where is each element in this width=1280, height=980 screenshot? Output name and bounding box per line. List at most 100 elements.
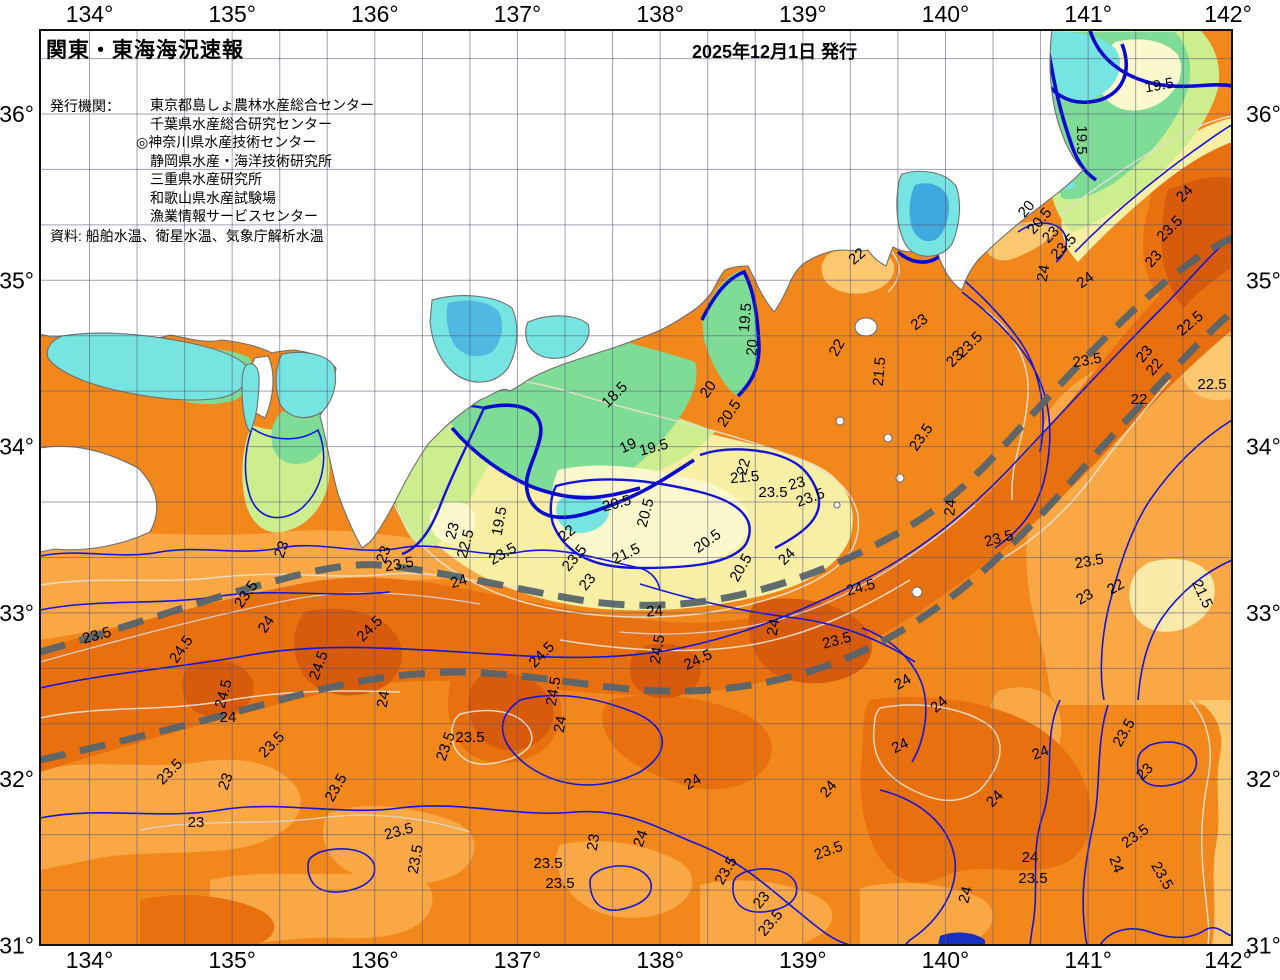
axis-tick-label: 135° [208, 1, 256, 27]
axis-tick-label: 134° [66, 1, 114, 27]
osaka-bay [275, 351, 337, 419]
issuer-label: 発行機関： [50, 98, 120, 114]
islet [883, 433, 893, 443]
land [39, 29, 1084, 598]
axis-tick-label: 34° [1246, 434, 1280, 460]
axis-tick-label: 142° [1204, 947, 1252, 973]
isotherm-label: 23.5 [383, 820, 416, 844]
isotherm-label: 19.5 [638, 436, 671, 460]
kitan-strait [241, 363, 260, 434]
issuer-line: ◎神奈川県水産技術センター [136, 134, 317, 150]
issuer-line: 三重県水産研究所 [150, 171, 262, 187]
harima-nada [46, 332, 249, 401]
issuer-line: 千葉県水産総合研究センター [150, 115, 332, 132]
mikawa-bay [525, 315, 590, 359]
isotherm-label: 23.5 [81, 624, 114, 648]
axis-tick-label: 137° [494, 1, 542, 27]
isotherm-label: 20.5 [601, 492, 634, 516]
isotherms [39, 29, 1233, 946]
isotherm-label: 20 [743, 339, 761, 357]
isotherm-label: 24.5 [845, 576, 878, 600]
map-frame [39, 29, 1233, 946]
isotherm-label: 24 [889, 735, 911, 757]
axis-tick-label: 34° [0, 434, 34, 460]
isotherm-label: 24 [449, 571, 470, 592]
isotherm-label: 20 [697, 378, 720, 401]
islet [835, 416, 845, 426]
axis-tick-label: 35° [0, 267, 34, 293]
isotherm-label: 20.5 [634, 497, 658, 530]
isotherm-label: 23 [215, 771, 237, 792]
isotherm-label: 24 [374, 690, 394, 709]
isotherm-label: 23.5 [1071, 350, 1103, 372]
isotherm-label: 24 [764, 618, 784, 637]
isotherm-label: 24 [681, 771, 704, 794]
kuroshio-north-edge [39, 234, 1234, 656]
axis-tick-label: 138° [636, 947, 684, 973]
report-title: 関東・東海海況速報 [46, 39, 244, 62]
isotherm-label: 23 [787, 473, 808, 494]
isotherm-label: 23 [271, 539, 293, 560]
axis-tick-label: 141° [1064, 1, 1112, 27]
tokyo-bay-core [909, 183, 949, 242]
data-source-note: 資料: 船舶水温、衛星水温、気象庁解析水温 [50, 228, 324, 244]
isotherm-label: 21.5 [870, 356, 889, 387]
isotherm-label: 23 [584, 833, 604, 852]
axis-tick-label: 33° [0, 600, 34, 626]
ise-bay-core [446, 300, 503, 357]
issue-date: 2025年12月1日 発行 [692, 42, 858, 62]
issuer-list: 東京都島しょ農林水産総合センター 千葉県水産総合研究センター ◎神奈川県水産技術セン… [136, 96, 374, 226]
kuroshio-front-lines [39, 234, 1235, 764]
axis-tick-label: 140° [922, 1, 970, 27]
isotherm-label: 23.5 [1073, 551, 1105, 573]
islet [833, 501, 841, 509]
axis-tick-label: 136° [351, 1, 399, 27]
isotherm-label: 23 [908, 311, 931, 334]
axis-tick-label: 31° [0, 933, 34, 959]
isotherm-label: 24 [891, 671, 914, 694]
honshu-landmass [39, 29, 1084, 549]
isotherm-label: 19.5 [736, 302, 755, 333]
issuer-line: 和歌山県水産試験場 [150, 189, 276, 206]
issuer-line: 漁業情報サービスセンター [150, 208, 318, 224]
isotherm-label: 19.5 [489, 505, 511, 537]
isotherm-label: 23.5 [1018, 870, 1047, 887]
isotherm-label: 24.5 [212, 678, 236, 711]
isotherm-label: 23.5 [983, 527, 1016, 551]
bays [46, 170, 961, 434]
isotherm-label: 24 [1030, 742, 1051, 764]
isotherm-label: 24 [630, 828, 652, 849]
axis-tick-label: 137° [494, 947, 542, 973]
axis-tick-label: 134° [66, 947, 114, 973]
izu-oshima-island [854, 317, 878, 337]
axis-tick-label: 36° [0, 101, 34, 127]
isotherm-label: 24.5 [543, 675, 565, 707]
isotherm-label: 24 [646, 602, 664, 620]
isotherm-label: 24 [1074, 269, 1097, 292]
kuroshio-south-edge [39, 309, 1235, 764]
axis-tick-label: 32° [1246, 766, 1280, 792]
isotherm-label: 23.5 [455, 729, 484, 746]
isotherm-label: 19 [617, 435, 639, 457]
isotherm-label: 22 [1131, 391, 1148, 408]
isotherm-label: 22 [733, 457, 754, 478]
isotherm-label: 21.5 [729, 468, 760, 487]
isotherm-label: 24 [1034, 264, 1054, 283]
islet [911, 586, 923, 598]
isotherm-label: 24.5 [647, 633, 669, 665]
axis-tick-label: 33° [1246, 600, 1280, 626]
isotherm-label: 22 [826, 336, 849, 359]
islet [895, 473, 905, 483]
isotherm-label: 22 [1104, 576, 1127, 599]
isotherm-label: 24 [955, 885, 976, 906]
axis-tick-label: 135° [208, 947, 256, 973]
axis-tick-label: 141° [1064, 947, 1112, 973]
isotherm-label: 24 [1022, 849, 1039, 866]
issuer-line: 東京都島しょ農林水産総合センター [150, 97, 374, 113]
isotherm-label: 19.5 [1143, 75, 1175, 97]
graticule [40, 30, 1232, 945]
isotherm-label: 24 [941, 499, 959, 517]
isotherm-label: 22.5 [454, 528, 478, 561]
